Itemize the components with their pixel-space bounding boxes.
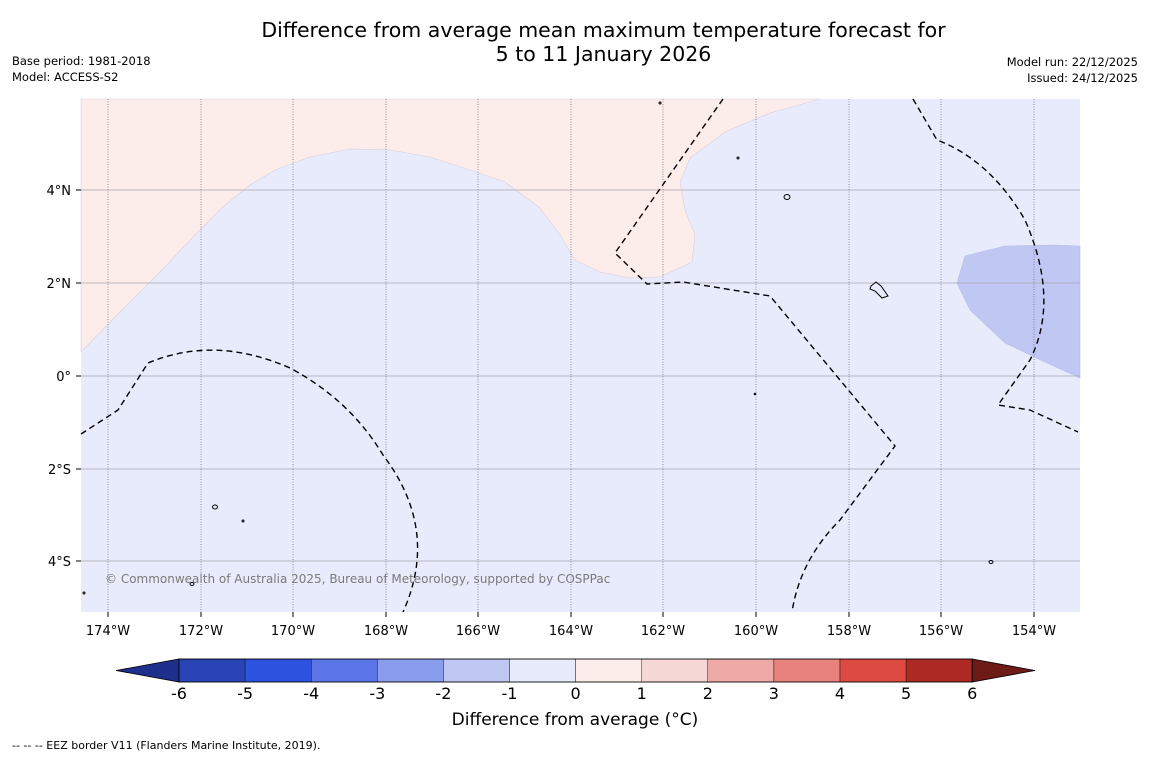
- lon-label-156w: 156°W: [919, 624, 963, 639]
- colorbar-bin-1: [244, 658, 312, 683]
- lat-label-4s: 4°S: [48, 555, 71, 570]
- colorbar-bin-9: [773, 658, 841, 683]
- island-1: [783, 194, 791, 200]
- base-period: Base period: 1981-2018: [12, 54, 151, 68]
- colorbar-bin-0: [178, 658, 246, 683]
- colorbar-bin-2: [311, 658, 378, 683]
- colorbar-tick-label: 4: [835, 684, 845, 703]
- colorbar: -6 -5 -4 -3 -2 -1 0 1 2 3 4 5 6: [115, 658, 1036, 703]
- lon-label-166w: 166°W: [456, 624, 500, 639]
- lon-label-174w: 174°W: [86, 624, 130, 639]
- map-panel: [80, 98, 1081, 613]
- island-4: [658, 101, 662, 105]
- lon-label-154w: 154°W: [1012, 624, 1056, 639]
- colorbar-bin-8: [707, 658, 775, 683]
- lat-label-0: 0°: [56, 370, 71, 385]
- lon-label-168w: 168°W: [364, 624, 408, 639]
- anomaly-minus2-minus1-region: [956, 244, 1081, 379]
- lon-label-164w: 164°W: [549, 624, 593, 639]
- colorbar-tick-label: 3: [769, 684, 779, 703]
- lon-label-160w: 160°W: [734, 624, 778, 639]
- islands: [82, 101, 994, 595]
- model-name: Model: ACCESS-S2: [12, 70, 119, 84]
- colorbar-bin-10: [839, 658, 907, 683]
- island-6: [241, 519, 245, 523]
- lon-label-162w: 162°W: [641, 624, 685, 639]
- axis-ticks: [76, 189, 1035, 617]
- colorbar-tick-label: -2: [435, 684, 451, 703]
- colorbar-tick-label: -1: [502, 684, 518, 703]
- model-run: Model run: 22/12/2025: [1006, 55, 1138, 69]
- meta-left: Base period: 1981-2018 Model: ACCESS-S2: [12, 53, 151, 85]
- island-8: [988, 560, 994, 564]
- colorbar-tick-label: 0: [571, 684, 581, 703]
- lon-label-158w: 158°W: [827, 624, 871, 639]
- colorbar-label: Difference from average (°C): [451, 710, 699, 730]
- map-title: Difference from average mean maximum tem…: [200, 18, 1007, 66]
- title-line-2: 5 to 11 January 2026: [495, 42, 712, 66]
- colorbar-tick-label: 1: [637, 684, 647, 703]
- eez-border-kiribati-west: [80, 349, 419, 613]
- lat-label-4n: 4°N: [47, 184, 72, 199]
- colorbar-bin-6: [575, 658, 642, 683]
- latitude-gridlines: [81, 189, 1080, 562]
- island-7: [753, 392, 757, 396]
- latitude-labels: 4°N 2°N 0° 2°S 4°S: [47, 184, 72, 570]
- colorbar-bin-3: [377, 658, 444, 683]
- anomaly-zero-plus1-region: [80, 98, 821, 353]
- lon-label-172w: 172°W: [179, 624, 223, 639]
- eez-borders: [80, 98, 1079, 613]
- island-2: [212, 504, 218, 510]
- colorbar-bin-11: [905, 658, 973, 683]
- colorbar-tick-label: 5: [901, 684, 911, 703]
- colorbar-tick-label: 6: [967, 684, 977, 703]
- colorbar-extend-max: [971, 658, 1036, 683]
- colorbar-tick-label: -3: [369, 684, 385, 703]
- colorbar-tick-label: -6: [171, 684, 187, 703]
- colorbar-tick-label: -4: [303, 684, 319, 703]
- island-3: [189, 582, 195, 586]
- meta-right: Model run: 22/12/2025 Issued: 24/12/2025: [1007, 54, 1138, 86]
- copyright-notice: © Commonwealth of Australia 2025, Bureau…: [105, 572, 611, 586]
- colorbar-tick-label: -5: [237, 684, 253, 703]
- colorbar-extend-min: [115, 658, 180, 683]
- lat-label-2n: 2°N: [47, 277, 72, 292]
- island-5: [736, 156, 740, 160]
- lon-label-170w: 170°W: [271, 624, 315, 639]
- eez-footnote: -- -- -- EEZ border V11 (Flanders Marine…: [12, 739, 321, 752]
- colorbar-bin-5: [509, 658, 576, 683]
- issued-date: Issued: 24/12/2025: [1027, 71, 1138, 85]
- title-line-1: Difference from average mean maximum tem…: [261, 18, 946, 42]
- eez-border-central: [614, 98, 896, 613]
- island-9: [82, 591, 86, 595]
- eez-border-east: [912, 98, 1079, 433]
- island-kiritimati: [869, 281, 889, 299]
- longitude-labels: 174°W 172°W 170°W 168°W 166°W 164°W 162°…: [86, 624, 1056, 639]
- colorbar-bin-7: [641, 658, 709, 683]
- lat-label-2s: 2°S: [48, 463, 71, 478]
- colorbar-bin-4: [443, 658, 510, 683]
- colorbar-tick-label: 2: [703, 684, 713, 703]
- colorbar-outline: [178, 658, 973, 683]
